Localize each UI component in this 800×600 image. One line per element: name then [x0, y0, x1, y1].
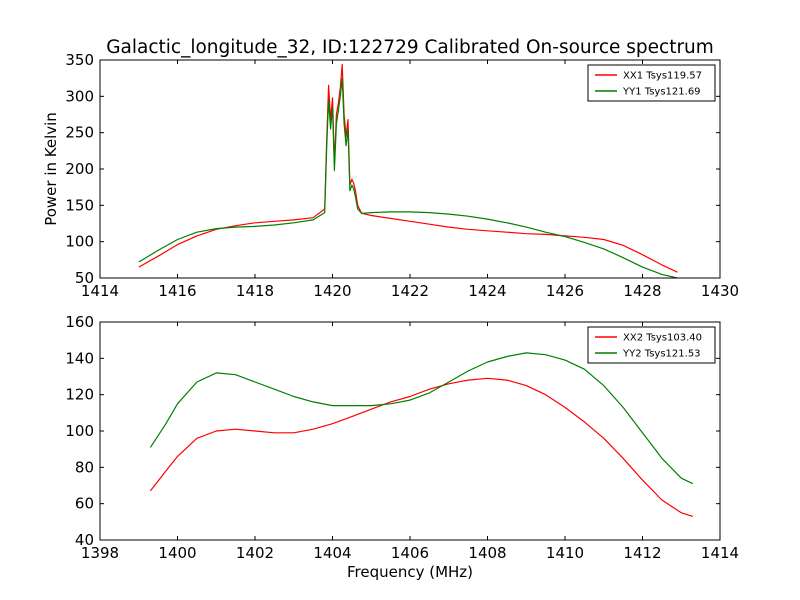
bottom-y-tick-label: 160 [65, 313, 94, 331]
top-y-tick-label: 300 [65, 87, 94, 105]
bottom-x-tick-label: 1412 [623, 544, 661, 562]
bottom-y-tick-label: 100 [65, 422, 94, 440]
top-x-tick-label: 1418 [236, 282, 274, 300]
top-y-tick-label: 50 [75, 269, 94, 287]
bottom-x-tick-label: 1398 [81, 544, 119, 562]
bottom-y-tick-label: 40 [75, 531, 94, 549]
top-x-tick-label: 1428 [623, 282, 661, 300]
top-y-tick-label: 150 [65, 196, 94, 214]
bottom-x-tick-label: 1400 [158, 544, 196, 562]
top-y-tick-label: 350 [65, 51, 94, 69]
top-series-line-2 [138, 77, 678, 279]
bottom-legend: XX2 Tsys103.40 YY2 Tsys121.53 [587, 326, 716, 364]
bottom-x-tick-label: 1410 [546, 544, 584, 562]
top-y-tick-label: 200 [65, 160, 94, 178]
bottom-plot: 1398 1400 1402 1404 1406 1408 1410 1412 1414 40 60… [65, 313, 739, 581]
top-x-tick-label: 1414 [81, 282, 119, 300]
bottom-x-tick-label: 1404 [313, 544, 351, 562]
bottom-y-tick-label: 120 [65, 386, 94, 404]
bottom-y-tick-label: 60 [75, 495, 94, 513]
bottom-legend-label-1: XX2 Tsys103.40 [623, 333, 702, 344]
bottom-y-tick-label: 140 [65, 349, 94, 367]
top-legend: XX1 Tsys119.57 YY1 Tsys121.69 [587, 64, 716, 102]
bottom-series-line-1 [149, 377, 694, 517]
top-legend-box [587, 64, 716, 102]
top-plot: 1414 1416 1418 1420 1422 1424 1426 1428 1430 50 10… [42, 51, 739, 300]
top-y-tick-label: 250 [65, 124, 94, 142]
top-x-tick-label: 1416 [158, 282, 196, 300]
bottom-legend-box [587, 326, 716, 364]
top-x-tick-label: 1430 [701, 282, 739, 300]
bottom-series-line-2 [149, 352, 694, 485]
top-y-tick-label: 100 [65, 233, 94, 251]
top-legend-label-1: XX1 Tsys119.57 [623, 71, 702, 82]
bottom-y-tick-label: 80 [75, 458, 94, 476]
top-y-axis-label: Power in Kelvin [42, 112, 60, 226]
top-x-tick-label: 1420 [313, 282, 351, 300]
chart-title: Galactic_longitude_32, ID:122729 Calibra… [106, 37, 714, 58]
bottom-x-tick-label: 1414 [701, 544, 739, 562]
top-x-tick-label: 1426 [546, 282, 584, 300]
top-x-tick-label: 1422 [391, 282, 429, 300]
bottom-x-tick-label: 1408 [468, 544, 506, 562]
top-x-tick-label: 1424 [468, 282, 506, 300]
bottom-x-axis-label: Frequency (MHz) [347, 563, 473, 581]
top-legend-label-2: YY1 Tsys121.69 [622, 87, 701, 98]
bottom-legend-label-2: YY2 Tsys121.53 [622, 349, 701, 360]
bottom-x-tick-label: 1402 [236, 544, 274, 562]
bottom-x-tick-label: 1406 [391, 544, 429, 562]
